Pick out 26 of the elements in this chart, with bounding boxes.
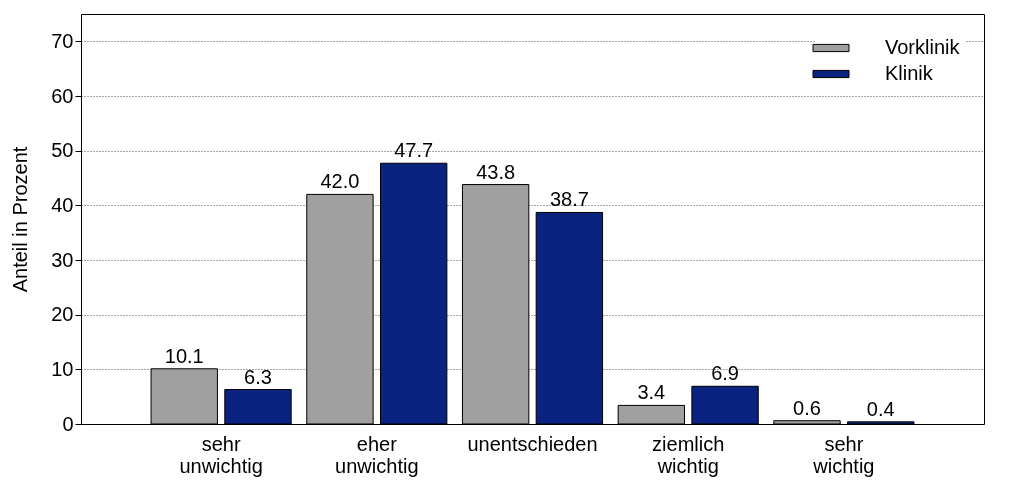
x-tick-label: unentschieden [467,432,598,455]
y-tick-label: 0 [62,412,74,435]
y-tick-label: 10 [51,357,74,380]
x-tick-label: eher unwichtig [335,432,419,477]
y-axis-title: Anteil in Prozent [9,146,32,293]
data-label: 38.7 [549,188,589,211]
x-tick-label: sehr wichtig [812,432,875,477]
data-label: 0.4 [866,397,895,420]
data-label: 43.8 [476,160,516,183]
y-tick-label: 20 [51,303,74,326]
data-label: 0.6 [793,396,821,419]
x-tick-label: ziemlich wichtig [652,432,725,477]
y-tick-label: 40 [51,193,74,216]
data-label: 47.7 [394,139,434,162]
y-tick-label: 50 [51,139,74,162]
data-label: 42.0 [320,170,360,193]
data-label: 6.3 [244,365,272,388]
data-label: 3.4 [637,381,666,404]
data-label: 6.9 [711,362,739,385]
legend-label: Vorklinik [885,36,961,58]
y-tick-label: 30 [51,248,74,271]
data-label: 10.1 [164,344,204,367]
y-tick-label: 60 [51,84,74,107]
y-tick-label: 70 [51,29,74,52]
legend-label: Klinik [885,62,934,84]
x-tick-label: sehr unwichtig [179,432,263,477]
